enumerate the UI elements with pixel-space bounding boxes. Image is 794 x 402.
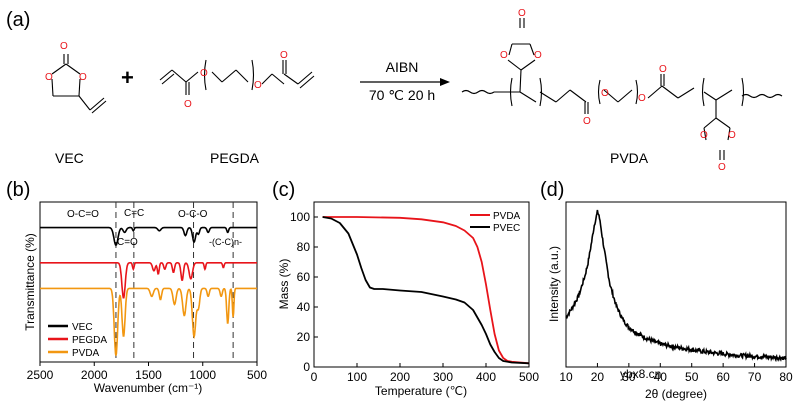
panel-a-label: (a) <box>6 9 30 31</box>
series-line-pvda <box>40 287 257 356</box>
legend-label: PVDA <box>493 211 521 222</box>
x-axis-ticks: 10 20 30 40 50 60 70 80 <box>559 363 793 384</box>
pvda-atom-o5: O <box>601 88 609 99</box>
x-tick-label: 50 <box>685 370 699 384</box>
x-tick-label: 70 <box>748 370 762 384</box>
y-tick-label: 100 <box>290 210 310 224</box>
plus-sign: + <box>121 65 134 90</box>
x-tick-label: 0 <box>311 370 318 384</box>
pegda-atom-o2: O <box>200 68 208 79</box>
vec-atom-o3: O <box>45 72 53 83</box>
panel-d-xrd-chart: (d) 10 20 30 40 50 60 70 80 2θ (degree) Intensi… <box>540 179 793 401</box>
vec-structure <box>51 54 107 114</box>
y-tick-label: 60 <box>297 270 311 284</box>
pvda-atom-o8: O <box>700 130 708 141</box>
legend-label: PVDA <box>72 348 100 359</box>
annotation-c-o: C=O <box>117 237 138 248</box>
panel-c-tga-chart: (c) 0 100 200 300 400 500 0 20 40 60 80 100 Tempera… <box>272 179 539 398</box>
legend-label: PEGDA <box>72 335 107 346</box>
x-tick-label: 500 <box>247 368 267 382</box>
x-tick-label: 300 <box>433 370 453 384</box>
y-tick-label: 80 <box>297 240 311 254</box>
pvda-atom-o4: O <box>583 116 591 127</box>
pvda-atom-o3: O <box>534 50 542 61</box>
pvda-atom-o2: O <box>500 50 508 61</box>
annotation-c-c-double: C=C <box>124 208 144 219</box>
x-axis-label: Temperature (℃) <box>375 384 467 398</box>
pegda-name: PEGDA <box>210 150 260 166</box>
series-group <box>322 216 530 365</box>
pegda-structure <box>159 59 315 95</box>
x-tick-label: 100 <box>347 370 367 384</box>
axis-ticks: 0 100 200 300 400 500 0 20 40 60 80 100 <box>290 210 539 384</box>
x-tick-label: 1000 <box>189 368 216 382</box>
y-tick-label: 20 <box>297 330 311 344</box>
x-tick-label: 30 <box>622 370 636 384</box>
x-tick-label: 200 <box>390 370 410 384</box>
conditions-label: 70 ℃ 20 h <box>369 87 435 103</box>
panel-d-label: (d) <box>540 179 564 201</box>
pegda-atom-o1: O <box>184 99 192 110</box>
x-tick-label: 40 <box>654 370 668 384</box>
panel-c-label: (c) <box>272 179 295 201</box>
x-axis-label: 2θ (degree) <box>645 387 707 401</box>
pvda-atom-o7: O <box>659 64 667 75</box>
x-tick-label: 1500 <box>135 368 162 382</box>
x-axis-ticks: 2500 2000 1500 1000 500 <box>27 362 267 382</box>
pvda-atom-o9: O <box>728 130 736 141</box>
vec-atom-o1: O <box>60 41 68 52</box>
x-tick-label: 20 <box>591 370 605 384</box>
series-line-pegda <box>40 261 257 299</box>
pegda-atom-o4: O <box>280 50 288 61</box>
pvda-atom-o6: O <box>638 93 646 104</box>
plot-frame <box>313 201 530 368</box>
panel-a: (a) O O O + <box>6 8 783 173</box>
y-axis-label: Mass (%) <box>277 259 291 310</box>
series-line-pvda <box>322 216 530 365</box>
pvda-atom-o1: O <box>518 8 526 19</box>
x-tick-label: 2000 <box>81 368 108 382</box>
series-line-pvec <box>322 216 530 365</box>
x-tick-label: 2500 <box>27 368 54 382</box>
watermark: ybx8.cn <box>620 367 661 381</box>
pvda-structure <box>461 18 783 160</box>
annotation-o-c-o-carbonyl: O-C=O <box>67 209 99 220</box>
reference-lines <box>115 202 234 362</box>
x-tick-label: 400 <box>476 370 496 384</box>
x-tick-label: 10 <box>559 370 573 384</box>
reagent-label: AIBN <box>386 59 419 75</box>
y-axis-label: Intensity (a.u.) <box>547 246 561 322</box>
annotation-o-c-o: O-C-O <box>178 209 208 220</box>
legend-label: PVEC <box>493 223 520 234</box>
vec-name: VEC <box>55 150 84 166</box>
pvda-atom-o10: O <box>718 162 726 173</box>
y-tick-label: 0 <box>303 360 310 374</box>
arrow-head <box>440 78 450 86</box>
x-tick-label: 500 <box>519 370 539 384</box>
y-axis-label: Transmittance (%) <box>23 233 37 331</box>
pvda-name: PVDA <box>610 150 649 166</box>
x-axis-label: Wavenumber (cm⁻¹) <box>94 381 203 395</box>
series-group <box>40 226 257 356</box>
legend-label: VEC <box>72 322 93 333</box>
series-line-vec <box>40 226 257 247</box>
annotation-polymer-chain: -(C-C)n- <box>209 237 242 247</box>
vec-atom-o2: O <box>79 72 87 83</box>
pegda-atom-o3: O <box>254 80 262 91</box>
series-line-pvda <box>565 209 787 363</box>
y-tick-label: 40 <box>297 300 311 314</box>
legend: VEC PEGDA PVDA <box>48 322 107 359</box>
x-tick-label: 80 <box>779 370 793 384</box>
panel-b-label: (b) <box>6 179 30 201</box>
panel-b-ftir-chart: (b) 2500 2000 1500 1000 500 O-C=O C=C O-C-O … <box>6 179 267 395</box>
x-tick-label: 60 <box>716 370 730 384</box>
plot-frame <box>565 201 787 368</box>
series-group <box>565 209 787 363</box>
